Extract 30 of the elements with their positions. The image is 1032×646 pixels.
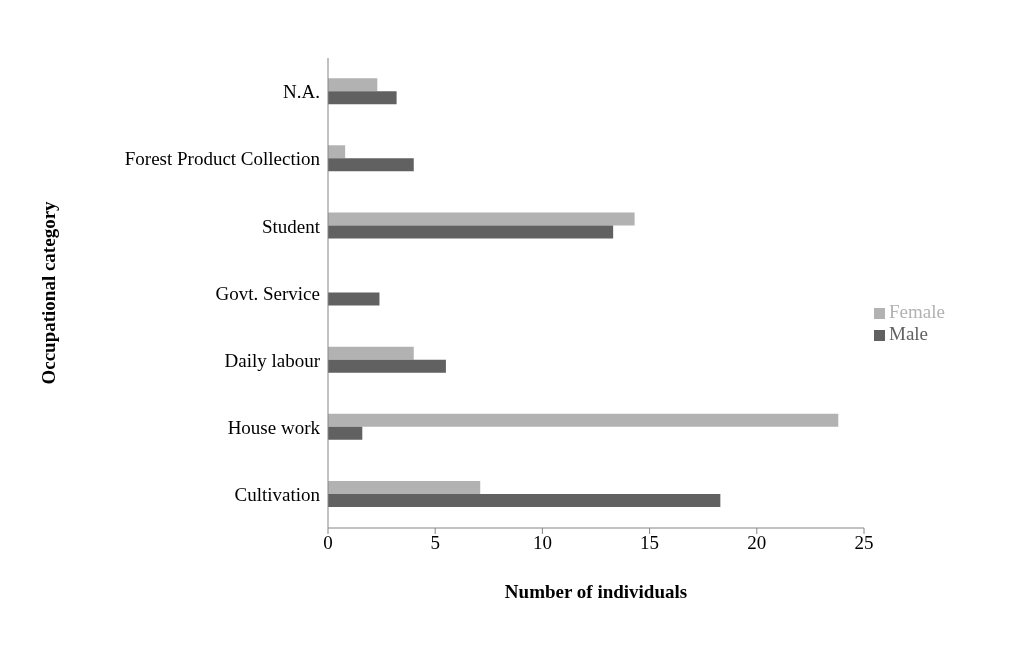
bar bbox=[328, 158, 414, 172]
bar bbox=[328, 481, 481, 494]
bar bbox=[328, 78, 378, 92]
bar bbox=[328, 346, 414, 360]
bar bbox=[328, 91, 397, 105]
bar bbox=[328, 225, 614, 239]
bar bbox=[328, 145, 346, 159]
x-tick-label: 15 bbox=[640, 532, 660, 554]
bar bbox=[328, 359, 446, 373]
y-tick-label: Forest Product Collection bbox=[124, 148, 321, 170]
bar bbox=[328, 494, 721, 507]
y-tick-label: House work bbox=[227, 417, 321, 439]
y-axis-title: Occupational category bbox=[37, 200, 59, 385]
y-tick-label: Student bbox=[261, 215, 321, 237]
y-tick-label: N.A. bbox=[283, 81, 320, 103]
x-tick-label: 5 bbox=[430, 532, 440, 554]
bar bbox=[328, 292, 380, 306]
legend-label: Male bbox=[889, 323, 929, 344]
y-tick-label: Govt. Service bbox=[215, 282, 320, 304]
x-axis-title: Number of individuals bbox=[504, 581, 688, 602]
x-tick-label: 10 bbox=[532, 532, 552, 554]
bar bbox=[328, 212, 635, 226]
y-tick-label: Daily labour bbox=[224, 349, 321, 371]
x-tick-label: 25 bbox=[854, 532, 874, 554]
y-tick-label: Cultivation bbox=[234, 484, 321, 506]
bar bbox=[328, 413, 839, 427]
legend-label: Female bbox=[889, 301, 945, 322]
bar bbox=[328, 426, 363, 440]
x-tick-label: 20 bbox=[747, 532, 767, 554]
x-tick-label: 0 bbox=[323, 532, 333, 554]
